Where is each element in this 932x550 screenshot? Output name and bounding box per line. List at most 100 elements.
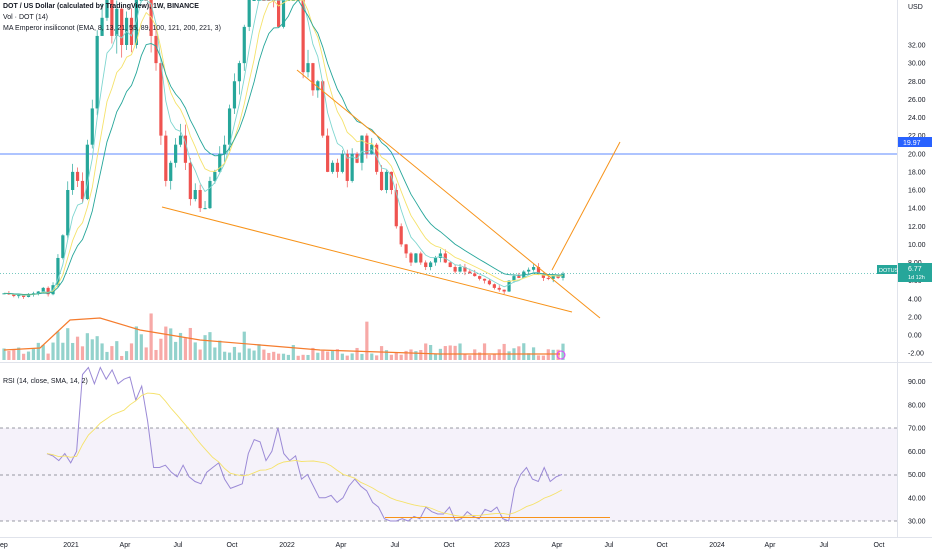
- candle-body: [90, 108, 94, 145]
- volume-bar: [134, 326, 138, 360]
- candle-body: [365, 135, 369, 154]
- volume-bar: [80, 346, 85, 360]
- svg-text:6.77: 6.77: [908, 266, 922, 273]
- candle-body: [335, 162, 340, 172]
- candle-body: [321, 81, 325, 136]
- price-tick-label: 28.00: [908, 79, 926, 86]
- candle-body: [159, 63, 163, 136]
- volume-bar: [95, 336, 99, 360]
- volume-bar: [36, 342, 40, 360]
- candle-body: [546, 277, 550, 279]
- candle-body: [551, 275, 555, 279]
- candle-body: [507, 280, 511, 292]
- volume-bar: [443, 346, 447, 360]
- candle-body: [502, 289, 506, 292]
- svg-text:1d 12h: 1d 12h: [908, 275, 925, 281]
- candle-body: [110, 0, 114, 36]
- volume-bars: [2, 313, 565, 360]
- current-price-label: DOTUSD 6.77 1d 12h: [877, 263, 932, 282]
- rsi-tick-label: 50.00: [908, 472, 926, 479]
- volume-bar: [335, 349, 340, 360]
- volume-bar: [301, 354, 305, 360]
- ma-slow-line: [3, 0, 564, 295]
- price-axis-currency: USD: [908, 4, 923, 11]
- candle-body: [453, 267, 457, 272]
- candle-body: [115, 8, 119, 36]
- volume-bar: [507, 351, 511, 360]
- price-tick-label: 2.00: [908, 314, 922, 321]
- volume-bar: [527, 353, 531, 360]
- volume-bar: [286, 354, 291, 360]
- candle-body: [536, 267, 541, 274]
- volume-bar: [232, 346, 237, 360]
- rsi-layer: [46, 366, 610, 522]
- price-axis: 32.00 30.00 28.00 26.00 24.00 22.00 20.00 18.00…: [908, 43, 926, 358]
- volume-bar: [433, 354, 438, 360]
- volume-bar: [149, 313, 153, 360]
- candle-body: [154, 35, 158, 64]
- volume-bar: [183, 338, 188, 360]
- candle-body: [71, 171, 75, 190]
- volume-bar: [414, 351, 418, 360]
- volume-bar: [409, 349, 413, 360]
- volume-bar: [61, 342, 65, 360]
- volume-bar: [272, 351, 276, 360]
- candle-body: [473, 273, 477, 277]
- volume-bar: [379, 346, 384, 360]
- time-tick-label: Oct: [657, 542, 668, 549]
- candle-body: [458, 267, 462, 272]
- candle-body: [129, 17, 134, 45]
- volume-bar: [12, 349, 16, 360]
- volume-bar: [198, 349, 202, 360]
- volume-bar: [169, 328, 173, 360]
- time-tick-label: 2021: [63, 542, 79, 549]
- volume-bar: [340, 353, 344, 360]
- candle-body: [267, 0, 271, 1]
- candle-body: [218, 153, 222, 172]
- candle-body: [492, 284, 496, 288]
- candle-body: [100, 17, 104, 36]
- candle-body: [227, 108, 232, 145]
- candle-body: [213, 171, 217, 181]
- volume-bar: [350, 353, 354, 360]
- volume-bar: [424, 343, 428, 360]
- price-tick-label: 30.00: [908, 61, 926, 68]
- projection-line: [551, 141, 621, 271]
- volume-bar: [541, 355, 545, 360]
- price-tick-label: -2.00: [908, 351, 924, 358]
- volume-bar: [291, 345, 295, 360]
- candle-body: [281, 0, 286, 27]
- candle-body: [345, 153, 349, 181]
- price-tick-label: 24.00: [908, 115, 926, 122]
- candle-body: [340, 153, 344, 172]
- volume-bar: [375, 355, 379, 360]
- candle-body: [242, 26, 246, 64]
- candle-body: [527, 269, 531, 272]
- volume-bar: [7, 350, 11, 360]
- candle-body: [262, 0, 266, 1]
- volume-bar: [360, 353, 364, 360]
- candle-body: [512, 276, 516, 281]
- candle-body: [22, 295, 26, 297]
- volume-bar: [41, 344, 45, 360]
- volume-ma-line: [3, 317, 560, 355]
- event-marker-icon[interactable]: [556, 350, 566, 360]
- candle-body: [95, 35, 99, 109]
- candle-body: [183, 135, 188, 163]
- volume-bar: [110, 346, 114, 360]
- price-tick-label: 18.00: [908, 169, 926, 176]
- time-axis: ep 2021 Apr Jul Oct 2022 Apr Jul Oct 2023 Apr Jul Oc…: [0, 542, 884, 549]
- candle-body: [468, 271, 472, 274]
- volume-bar: [159, 338, 163, 360]
- candle-body: [414, 253, 418, 263]
- volume-bar: [164, 326, 168, 360]
- volume-bar: [188, 327, 192, 360]
- candle-body: [188, 162, 192, 200]
- volume-bar: [31, 348, 36, 360]
- volume-bar: [193, 342, 197, 360]
- time-tick-label: Oct: [227, 542, 238, 549]
- candle-body: [61, 235, 65, 258]
- volume-bar: [56, 331, 60, 360]
- candle-body: [389, 171, 393, 190]
